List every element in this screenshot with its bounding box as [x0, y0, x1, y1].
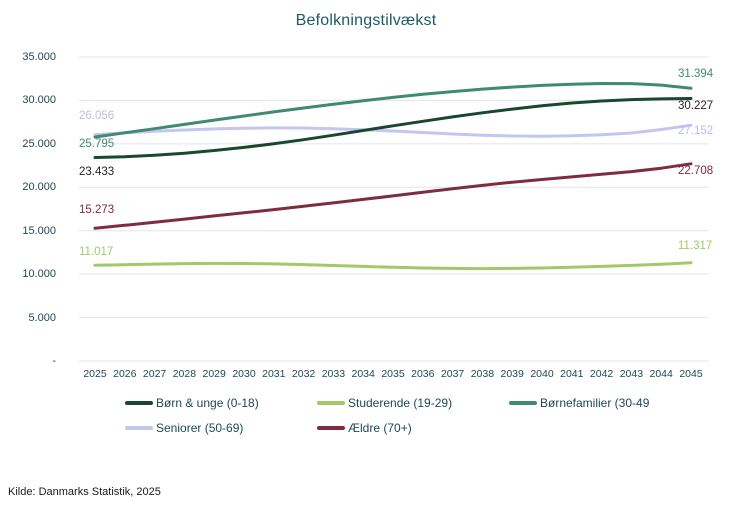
x-axis-label: 2025: [83, 368, 107, 380]
series-line-aeldre: [93, 162, 693, 230]
y-axis-label: 30.000: [22, 94, 56, 107]
data-label-end-aeldre: 22.708: [678, 164, 714, 177]
x-axis-label: 2042: [589, 368, 614, 380]
y-axis-label: 5.000: [28, 311, 56, 324]
data-label-end-seniorer: 27.152: [678, 125, 714, 138]
x-axis-label: 2043: [619, 368, 644, 380]
x-axis-label: 2034: [351, 368, 375, 380]
x-axis-label: 2029: [202, 368, 226, 380]
x-axis-label: 2037: [440, 368, 465, 380]
legend-swatch-bornefamilier: [509, 401, 537, 405]
legend-label-born-unge: Børn & unge (0-18): [156, 396, 259, 410]
data-label-end-born-unge: 30.227: [678, 100, 714, 113]
series-line-bornefamilier: [93, 82, 693, 139]
legend-label-studerende: Studerende (19-29): [348, 396, 453, 410]
data-label-start-seniorer: 26.056: [79, 109, 115, 122]
series-line-born-unge: [93, 97, 693, 159]
x-axis-label: 2031: [262, 368, 286, 380]
legend-item-born-unge[interactable]: Børn & unge (0-18): [125, 395, 259, 411]
legend-label-seniorer: Seniorer (50-69): [156, 421, 244, 435]
y-axis-label: 15.000: [22, 224, 56, 237]
legend-label-bornefamilier: Børnefamilier (30-49: [540, 396, 650, 410]
source-note: Kilde: Danmarks Statistik, 2025: [8, 486, 161, 498]
legend-item-seniorer[interactable]: Seniorer (50-69): [125, 420, 243, 436]
legend-item-studerende[interactable]: Studerende (19-29): [317, 395, 452, 411]
legend-swatch-seniorer: [125, 426, 153, 430]
x-axis-label: 2039: [500, 368, 524, 380]
x-axis-label: 2036: [411, 368, 435, 380]
legend-swatch-born-unge: [125, 401, 153, 405]
chart-title: Befolkningstilvækst: [295, 12, 437, 29]
legend-item-bornefamilier[interactable]: Børnefamilier (30-49: [509, 395, 649, 411]
x-axis-label: 2041: [560, 368, 584, 380]
x-axis-label: 2044: [649, 368, 673, 380]
x-axis-label: 2038: [470, 368, 495, 380]
x-axis-label: 2033: [321, 368, 346, 380]
y-axis-label: 10.000: [22, 268, 56, 281]
legend-swatch-studerende: [317, 401, 345, 405]
x-axis-label: 2026: [113, 368, 137, 380]
y-axis-label: 35.000: [22, 51, 56, 63]
y-axis-label: 25.000: [22, 137, 56, 150]
x-axis-label: 2045: [679, 368, 703, 380]
x-axis-label: 2040: [530, 368, 554, 380]
legend-item-aeldre[interactable]: Ældre (70+): [317, 420, 412, 436]
data-label-start-born-unge: 23.433: [79, 166, 115, 179]
x-axis-label: 2035: [381, 368, 405, 380]
x-axis-label: 2028: [172, 368, 197, 380]
y-axis-label: 20.000: [22, 181, 56, 194]
data-label-end-studerende: 11.317: [678, 239, 713, 252]
series-line-studerende: [93, 261, 693, 271]
x-axis-label: 2032: [291, 368, 316, 380]
legend-label-aeldre: Ældre (70+): [348, 421, 412, 435]
data-label-start-bornefamilier: 25.795: [79, 137, 115, 150]
legend-swatch-aeldre: [317, 426, 345, 430]
x-axis-label: 2030: [232, 368, 256, 380]
data-label-start-aeldre: 15.273: [79, 204, 115, 217]
data-label-end-bornefamilier: 31.394: [678, 68, 714, 81]
x-axis-label: 2027: [142, 368, 167, 380]
series-line-seniorer: [93, 123, 693, 138]
y-axis-label: -: [52, 355, 56, 367]
data-label-start-studerende: 11.017: [79, 246, 114, 259]
